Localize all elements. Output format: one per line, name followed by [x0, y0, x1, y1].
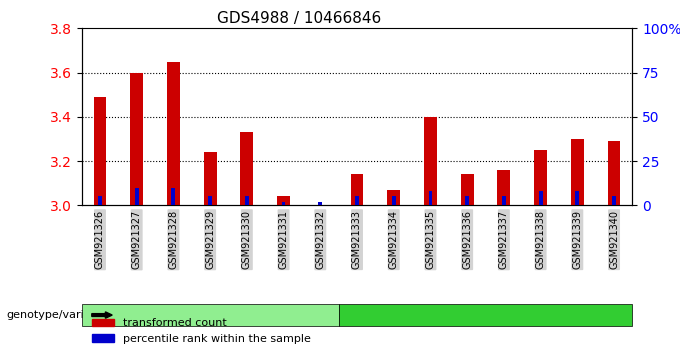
Bar: [465, 196, 469, 205]
Bar: [612, 196, 616, 205]
Bar: [94, 97, 106, 205]
Bar: [131, 73, 143, 205]
Bar: [424, 117, 437, 205]
Bar: [608, 141, 620, 205]
Bar: [282, 202, 286, 205]
Bar: [167, 62, 180, 205]
Bar: [539, 191, 543, 205]
Bar: [355, 196, 359, 205]
Bar: [241, 132, 253, 205]
Bar: [575, 191, 579, 205]
Bar: [571, 139, 583, 205]
Legend: transformed count, percentile rank within the sample: transformed count, percentile rank withi…: [87, 314, 315, 348]
Text: genotype/variation: genotype/variation: [7, 310, 113, 320]
Bar: [135, 188, 139, 205]
Bar: [245, 196, 249, 205]
Text: Srfp5 mutation: Srfp5 mutation: [439, 309, 532, 321]
Bar: [277, 196, 290, 205]
Bar: [502, 196, 506, 205]
Bar: [208, 196, 212, 205]
Bar: [498, 170, 510, 205]
Bar: [428, 191, 432, 205]
Bar: [461, 175, 473, 205]
Bar: [98, 196, 102, 205]
Bar: [388, 190, 400, 205]
Bar: [351, 175, 363, 205]
Bar: [171, 188, 175, 205]
Text: wild type: wild type: [182, 309, 239, 321]
Bar: [318, 202, 322, 205]
Bar: [534, 150, 547, 205]
Text: GDS4988 / 10466846: GDS4988 / 10466846: [217, 11, 381, 25]
Bar: [204, 152, 216, 205]
Bar: [392, 196, 396, 205]
